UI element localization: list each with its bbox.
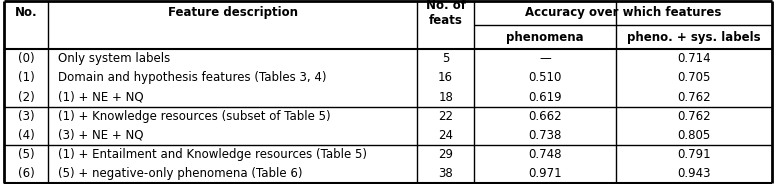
Text: 24: 24 bbox=[438, 129, 453, 142]
Text: No.: No. bbox=[15, 6, 37, 20]
Text: 0.943: 0.943 bbox=[677, 167, 711, 180]
Text: pheno. + sys. labels: pheno. + sys. labels bbox=[627, 31, 761, 44]
Text: 0.762: 0.762 bbox=[677, 110, 711, 123]
Text: 38: 38 bbox=[438, 167, 453, 180]
Text: Accuracy over which features: Accuracy over which features bbox=[525, 6, 721, 20]
Text: (1) + NE + NQ: (1) + NE + NQ bbox=[57, 91, 144, 104]
Text: 18: 18 bbox=[438, 91, 453, 104]
Text: 16: 16 bbox=[438, 71, 453, 84]
Text: 22: 22 bbox=[438, 110, 453, 123]
Text: (3): (3) bbox=[18, 110, 34, 123]
Text: 0.762: 0.762 bbox=[677, 91, 711, 104]
Text: 0.791: 0.791 bbox=[677, 148, 711, 161]
Text: 0.805: 0.805 bbox=[677, 129, 711, 142]
Text: Domain and hypothesis features (Tables 3, 4): Domain and hypothesis features (Tables 3… bbox=[57, 71, 326, 84]
Text: (1) + Entailment and Knowledge resources (Table 5): (1) + Entailment and Knowledge resources… bbox=[57, 148, 366, 161]
Text: Only system labels: Only system labels bbox=[57, 52, 170, 65]
Text: (1): (1) bbox=[18, 71, 35, 84]
Text: (6): (6) bbox=[18, 167, 35, 180]
Text: 0.971: 0.971 bbox=[528, 167, 562, 180]
Text: No. of
feats: No. of feats bbox=[425, 0, 466, 27]
Text: (2): (2) bbox=[18, 91, 35, 104]
Text: (5) + negative-only phenomena (Table 6): (5) + negative-only phenomena (Table 6) bbox=[57, 167, 302, 180]
Text: 0.748: 0.748 bbox=[528, 148, 562, 161]
Text: (0): (0) bbox=[18, 52, 34, 65]
Text: 0.662: 0.662 bbox=[528, 110, 562, 123]
Text: (5): (5) bbox=[18, 148, 34, 161]
Text: 5: 5 bbox=[442, 52, 449, 65]
Text: —: — bbox=[539, 52, 551, 65]
Text: (4): (4) bbox=[18, 129, 35, 142]
Text: 0.705: 0.705 bbox=[677, 71, 711, 84]
Text: (1) + Knowledge resources (subset of Table 5): (1) + Knowledge resources (subset of Tab… bbox=[57, 110, 331, 123]
Text: 0.619: 0.619 bbox=[528, 91, 562, 104]
Text: 0.714: 0.714 bbox=[677, 52, 711, 65]
Text: (3) + NE + NQ: (3) + NE + NQ bbox=[57, 129, 143, 142]
Text: 29: 29 bbox=[438, 148, 453, 161]
Text: 0.510: 0.510 bbox=[528, 71, 562, 84]
Text: Feature description: Feature description bbox=[168, 6, 298, 20]
Text: 0.738: 0.738 bbox=[528, 129, 562, 142]
Text: phenomena: phenomena bbox=[506, 31, 584, 44]
